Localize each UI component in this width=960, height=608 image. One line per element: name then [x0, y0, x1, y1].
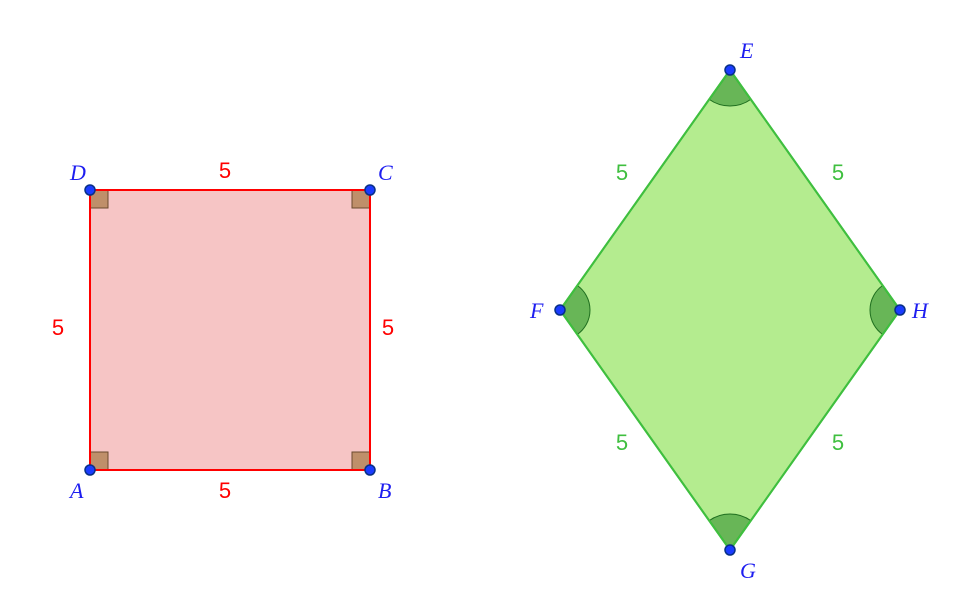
geometry-canvas: 5 5 5 5 A B C D 5 5 5 5 E H G F — [0, 0, 960, 608]
vertex-point-d — [85, 185, 95, 195]
rhombus-side-label-0: 5 — [832, 160, 844, 185]
rhombus-side-label-3: 5 — [616, 160, 628, 185]
vertex-point-h — [895, 305, 905, 315]
rhombus-side-label-2: 5 — [616, 430, 628, 455]
vertex-point-e — [725, 65, 735, 75]
vertex-point-g — [725, 545, 735, 555]
vertex-label-b: B — [378, 478, 391, 503]
vertex-point-b — [365, 465, 375, 475]
square-shape — [90, 190, 370, 470]
vertex-label-g: G — [740, 558, 756, 583]
vertex-label-a: A — [68, 478, 84, 503]
rhombus-shape — [560, 70, 900, 550]
square-side-label-0: 5 — [219, 478, 231, 503]
rhombus-side-label-1: 5 — [832, 430, 844, 455]
vertex-label-d: D — [69, 160, 86, 185]
vertex-label-h: H — [911, 298, 929, 323]
vertex-point-f — [555, 305, 565, 315]
vertex-label-e: E — [739, 38, 754, 63]
square-side-label-1: 5 — [382, 315, 394, 340]
vertex-point-c — [365, 185, 375, 195]
vertex-label-f: F — [529, 298, 544, 323]
square-side-label-3: 5 — [52, 315, 64, 340]
square-side-label-2: 5 — [219, 158, 231, 183]
vertex-label-c: C — [378, 160, 393, 185]
vertex-point-a — [85, 465, 95, 475]
